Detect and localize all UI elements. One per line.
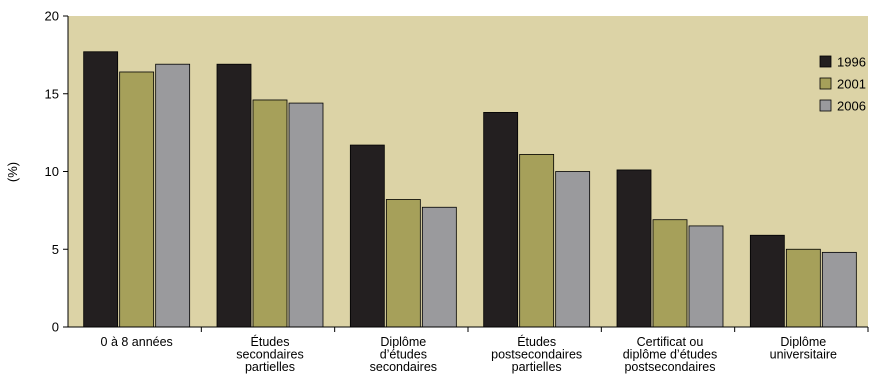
bars-layer	[83, 51, 857, 328]
legend: 1996 2001 2006	[819, 55, 866, 114]
bar-1996-2	[216, 63, 252, 328]
bar-2006-1	[155, 63, 191, 328]
bar-2001-4	[519, 153, 555, 328]
y-tick-label: 5	[52, 242, 59, 257]
bar-2001-2	[252, 99, 288, 328]
category-label-1: 0 à 8 années	[101, 335, 173, 349]
bar-2006-2	[288, 102, 324, 328]
plot-area	[68, 16, 868, 327]
y-tick-label: 0	[52, 320, 59, 335]
bar-1996-4	[483, 112, 519, 328]
category-label-3: Diplôme d’études secondaires	[370, 335, 437, 374]
y-tick-label: 20	[45, 9, 59, 24]
legend-swatch-2001	[819, 77, 832, 90]
axes-layer: 0 5 10 15 20 0 à 8 années Études secondaires par…	[45, 9, 869, 374]
category-label-4: Études postsecondaires partielles	[491, 334, 582, 374]
bar-2006-5	[688, 225, 724, 328]
legend-label-2006: 2006	[837, 99, 866, 114]
bar-2006-3	[421, 206, 457, 328]
category-label-6: Diplôme universitaire	[770, 335, 837, 362]
bar-2001-5	[652, 219, 688, 328]
bar-2001-6	[785, 248, 821, 328]
bar-2001-3	[385, 199, 421, 328]
y-axis-label: (%)	[5, 162, 20, 182]
legend-swatch-1996	[819, 55, 832, 68]
y-tick-label: 10	[45, 164, 59, 179]
legend-swatch-2006	[819, 99, 832, 112]
bar-1996-1	[83, 51, 119, 328]
category-label-2: Études secondaires partielles	[236, 334, 303, 374]
bar-2006-6	[821, 251, 857, 328]
bar-2006-4	[555, 171, 591, 328]
y-tick-label: 15	[45, 86, 59, 101]
bar-2001-1	[119, 71, 155, 328]
bar-1996-5	[616, 169, 652, 328]
bar-1996-6	[749, 234, 785, 328]
bar-1996-3	[349, 144, 385, 328]
legend-label-1996: 1996	[837, 55, 866, 70]
category-label-5: Certificat ou diplôme d’études postseconda…	[623, 335, 718, 374]
legend-label-2001: 2001	[837, 77, 866, 92]
